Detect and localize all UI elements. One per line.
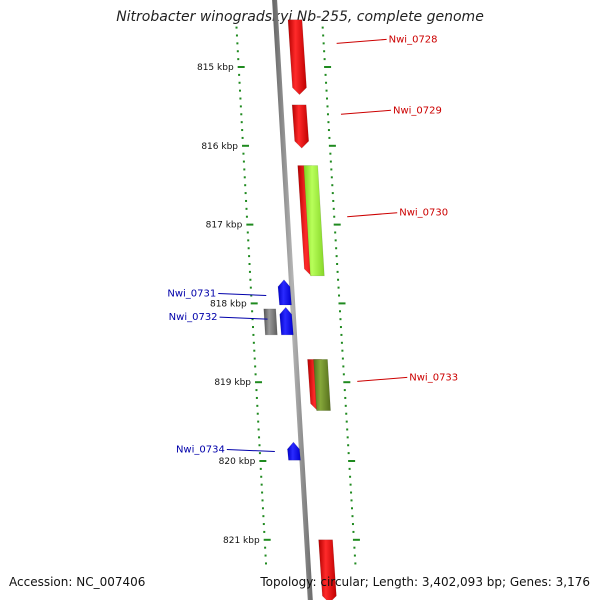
feature-labels: Nwi_0728 Nwi_0729 Nwi_0730 Nwi_0731 Nwi_0732… xyxy=(167,34,458,455)
gene-label[interactable]: Nwi_0733 xyxy=(409,372,458,383)
gene-feature-1[interactable] xyxy=(291,104,310,149)
scale-tick-label: 817 kbp xyxy=(206,221,243,231)
gene-feature-10[interactable] xyxy=(318,539,337,600)
genome-summary: Topology: circular; Length: 3,402,093 bp… xyxy=(260,575,590,589)
label-leader-line xyxy=(357,376,408,382)
scale-ticks: 815 kbp 816 kbp 817 kbp 818 kbp 819 kbp 820 k… xyxy=(197,26,360,565)
gene-feature-0[interactable] xyxy=(287,19,307,96)
gene-feature-6[interactable] xyxy=(263,308,278,336)
label-leader-line xyxy=(340,109,392,115)
label-leader-line xyxy=(218,293,267,297)
label-leader-line xyxy=(219,316,268,320)
map-title: Nitrobacter winogradskyi Nb-255, complet… xyxy=(116,9,484,25)
gene-label[interactable]: Nwi_0731 xyxy=(167,289,216,300)
label-leader-line xyxy=(226,449,275,453)
accession-label: Accession: NC_007406 xyxy=(9,575,146,589)
gene-label[interactable]: Nwi_0730 xyxy=(399,208,448,219)
label-leader-line xyxy=(336,38,387,44)
scale-tick-label: 816 kbp xyxy=(201,142,238,152)
cds-feature-8[interactable] xyxy=(313,359,331,411)
scale-tick-label: 819 kbp xyxy=(214,378,251,388)
scale-tick-label: 821 kbp xyxy=(223,536,260,546)
gene-feature-9[interactable] xyxy=(287,441,301,461)
cds-feature-3[interactable] xyxy=(303,165,325,277)
scale-tick-label: 815 kbp xyxy=(197,63,234,73)
backbone-line xyxy=(272,0,313,600)
gene-feature-5[interactable] xyxy=(279,306,294,336)
label-leader-line xyxy=(347,212,398,218)
feature-track xyxy=(263,19,337,600)
scale-tick-label: 818 kbp xyxy=(210,299,247,309)
scale-tick-label: 820 kbp xyxy=(219,457,256,467)
genome-backbone xyxy=(272,0,313,600)
gene-feature-4[interactable] xyxy=(277,279,292,306)
gene-label[interactable]: Nwi_0728 xyxy=(389,34,438,45)
gene-label[interactable]: Nwi_0732 xyxy=(169,312,218,323)
gene-label[interactable]: Nwi_0729 xyxy=(393,105,442,116)
gene-label[interactable]: Nwi_0734 xyxy=(176,445,225,456)
